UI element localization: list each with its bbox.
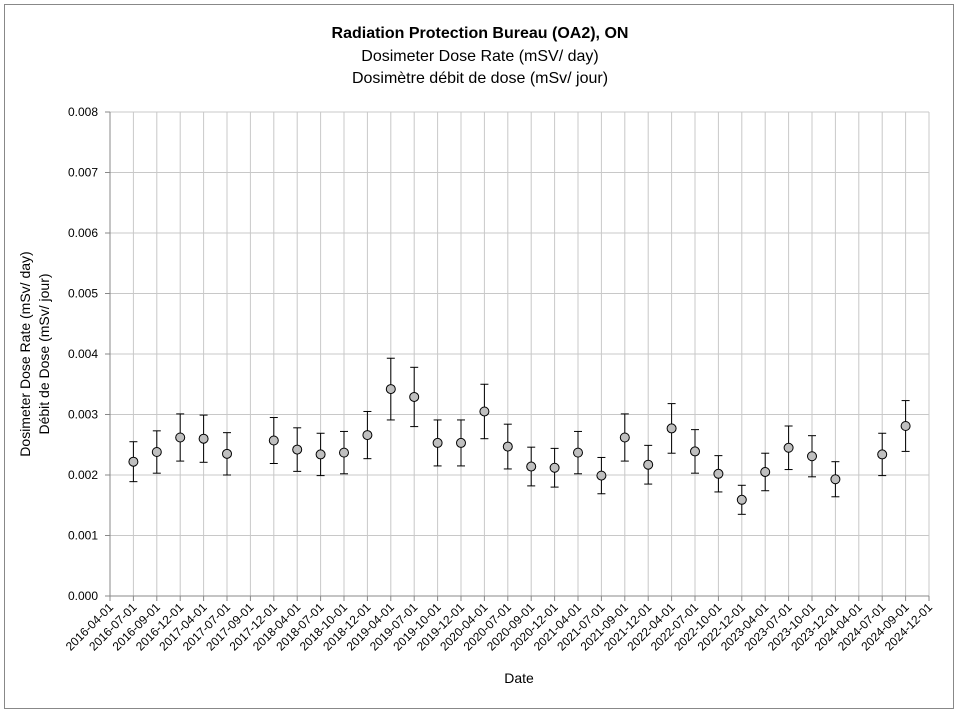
data-point [830,474,841,485]
chart-subtitle-french: Dosimètre débit de dose (mSv/ jour) [351,70,609,87]
data-point [713,468,724,479]
data-point [643,459,654,470]
data-point [502,441,513,452]
data-point [877,449,888,460]
x-axis-label: Date [504,670,534,686]
data-point [573,447,583,458]
data-point [268,435,279,446]
data-point [456,437,466,448]
data-point [222,448,232,459]
y-tick-labels: 0.000 0.001 0.002 0.003 0.004 0.005 0.006 0.007… [68,105,98,603]
data-point [479,406,490,417]
data-series [128,357,911,515]
data-point [339,447,349,458]
data-point [807,451,817,462]
grid [109,111,930,597]
data-point [409,391,420,402]
data-point [690,446,700,457]
y-tick-label: 0.000 [68,589,98,603]
data-point [900,420,911,431]
data-point [666,423,677,434]
data-point [736,494,747,505]
data-point [198,433,209,444]
y-tick-label: 0.008 [68,105,98,119]
y-tick-label: 0.004 [68,347,98,361]
y-tick-label: 0.003 [68,408,98,422]
y-axis-label-french: Débit de Dose (mSv/ jour) [36,273,52,434]
y-tick-label: 0.002 [68,468,98,482]
data-point [432,437,443,448]
y-tick-label: 0.006 [68,226,98,240]
y-tick-label: 0.005 [68,287,98,301]
data-point [385,384,396,395]
data-point [783,442,794,453]
chart-titles: Radiation Protection Bureau (OA2), ON Do… [0,22,960,90]
chart-subtitle-english: Dosimeter Dose Rate (mSV/ day) [361,48,599,65]
y-tick-label: 0.001 [68,529,98,543]
data-point [175,432,186,443]
data-point [128,456,139,467]
data-point [151,447,162,458]
axes [105,111,930,601]
x-tick-labels: 2016-04-012016-07-012016-09-012016-12-01… [63,600,936,654]
chart-frame [4,4,954,709]
data-point [362,430,373,441]
data-point [315,449,326,460]
y-tick-label: 0.007 [68,166,98,180]
data-point [292,444,303,455]
data-point [526,461,537,472]
data-point [619,432,630,443]
data-point [596,470,607,481]
chart-title: Radiation Protection Bureau (OA2), ON [331,25,629,42]
y-axis-label-english: Dosimeter Dose Rate (mSv/ day) [17,251,33,456]
data-point [549,462,560,473]
data-point [760,466,771,477]
